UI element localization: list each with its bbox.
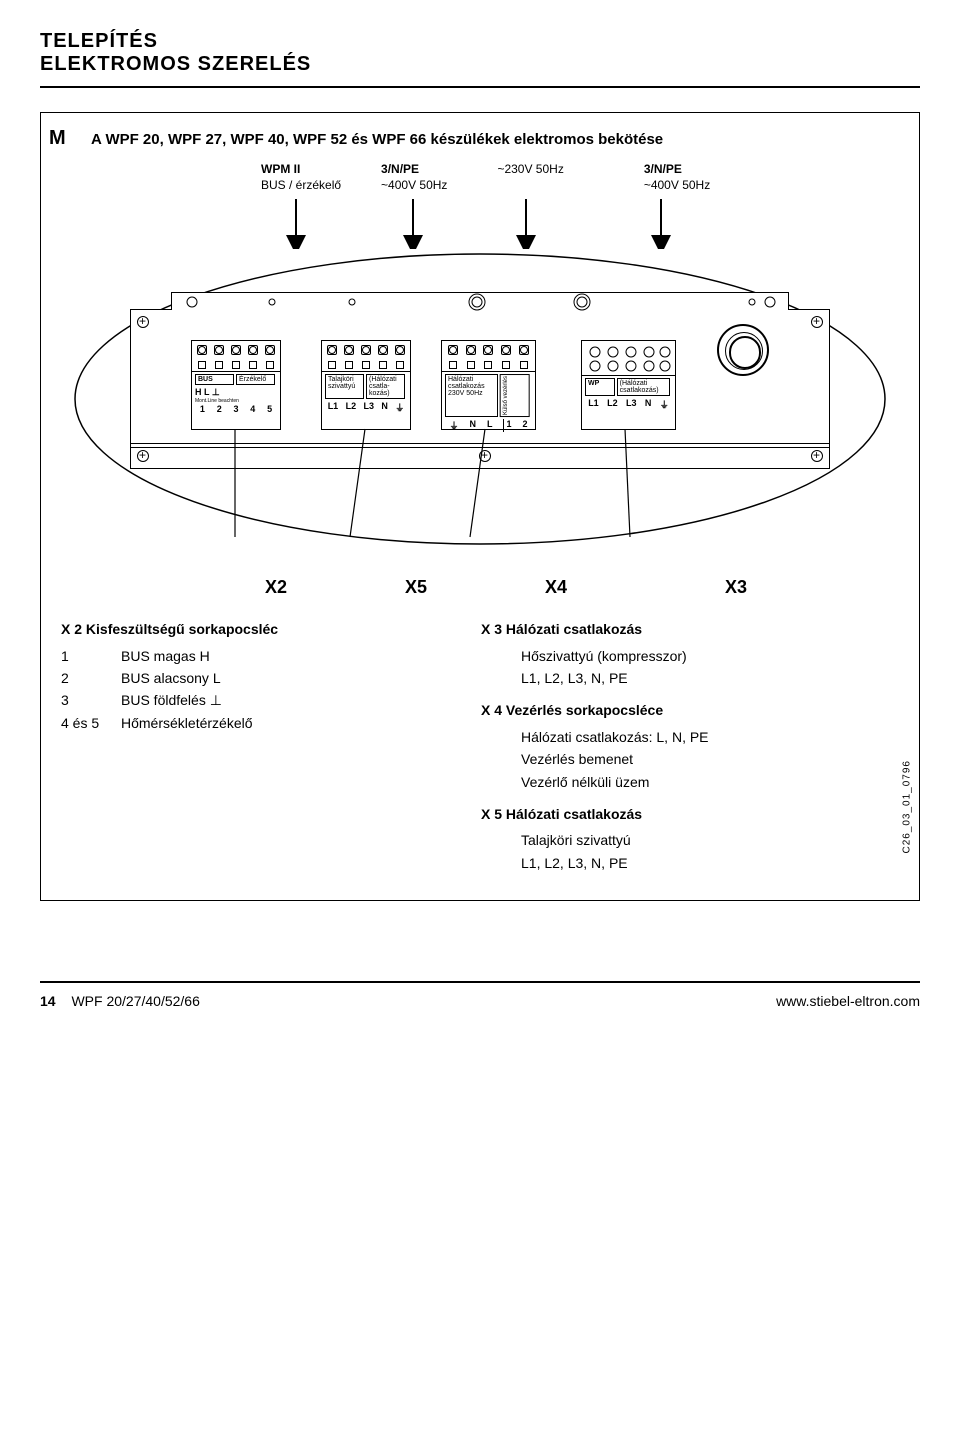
page-number: 14 <box>40 993 56 1009</box>
top-label-1: 3/N/PE ~400V 50Hz <box>381 162 447 193</box>
page-header: TELEPÍTÉS ELEKTROMOS SZERELÉS <box>40 30 920 88</box>
diagram-m-label: M <box>49 127 66 150</box>
side-code: C26_03_01_0796 <box>902 760 913 854</box>
header-subtitle: ELEKTROMOS SZERELÉS <box>40 53 920 76</box>
top-label-0: WPM II BUS / érzékelő <box>261 162 341 193</box>
footer-url: www.stiebel-eltron.com <box>776 993 920 1009</box>
x-label: X3 <box>701 577 771 598</box>
arrow-group <box>101 199 921 249</box>
top-bar <box>171 292 789 310</box>
screw-icon <box>137 450 149 462</box>
legend-right: X 3 Hálózati csatlakozás Hőszivattyú (ko… <box>481 618 709 874</box>
top-labels: WPM II BUS / érzékelő 3/N/PE ~400V 50Hz … <box>261 162 899 193</box>
terminal-block-x4: Hálózati csatlakozás 230V 50Hz Külső vez… <box>441 340 536 430</box>
terminal-block-x5: Talajköri szivattyú (Hálózati csatla- ko… <box>321 340 411 430</box>
knob-icon <box>717 324 769 376</box>
footer-model: WPF 20/27/40/52/66 <box>71 993 199 1009</box>
screw-icon <box>811 450 823 462</box>
header-rule <box>40 86 920 88</box>
top-label-3: 3/N/PE ~400V 50Hz <box>644 162 710 193</box>
header-title: TELEPÍTÉS <box>40 30 920 53</box>
screw-icon <box>137 316 149 328</box>
ellipse-diagram: BUS Érzékelő H L ⊥ Mont.Line beachten 1 … <box>70 249 890 549</box>
x-label: X4 <box>521 577 591 598</box>
legend-left: X 2 Kisfeszültségű sorkapocsléc 1BUS mag… <box>61 618 421 874</box>
diagram-caption: A WPF 20, WPF 27, WPF 40, WPF 52 és WPF … <box>91 131 899 148</box>
top-label-2: ~230V 50Hz <box>497 162 563 193</box>
terminal-block-x2: BUS Érzékelő H L ⊥ Mont.Line beachten 1 … <box>191 340 281 430</box>
diagram-box: M A WPF 20, WPF 27, WPF 40, WPF 52 és WP… <box>40 112 920 901</box>
screw-icon <box>479 450 491 462</box>
chassis: BUS Érzékelő H L ⊥ Mont.Line beachten 1 … <box>130 309 830 469</box>
legend: X 2 Kisfeszültségű sorkapocsléc 1BUS mag… <box>61 618 899 874</box>
x-label-row: X2 X5 X4 X3 <box>241 577 899 598</box>
terminal-block-x3: WP (Hálózati csatlakozás) L1 L2 L3 N ⏚ <box>581 340 676 430</box>
footer-left: 14 WPF 20/27/40/52/66 <box>40 993 200 1009</box>
x-label: X5 <box>381 577 451 598</box>
footer: 14 WPF 20/27/40/52/66 www.stiebel-eltron… <box>40 981 920 1009</box>
x-label: X2 <box>241 577 311 598</box>
screw-icon <box>811 316 823 328</box>
